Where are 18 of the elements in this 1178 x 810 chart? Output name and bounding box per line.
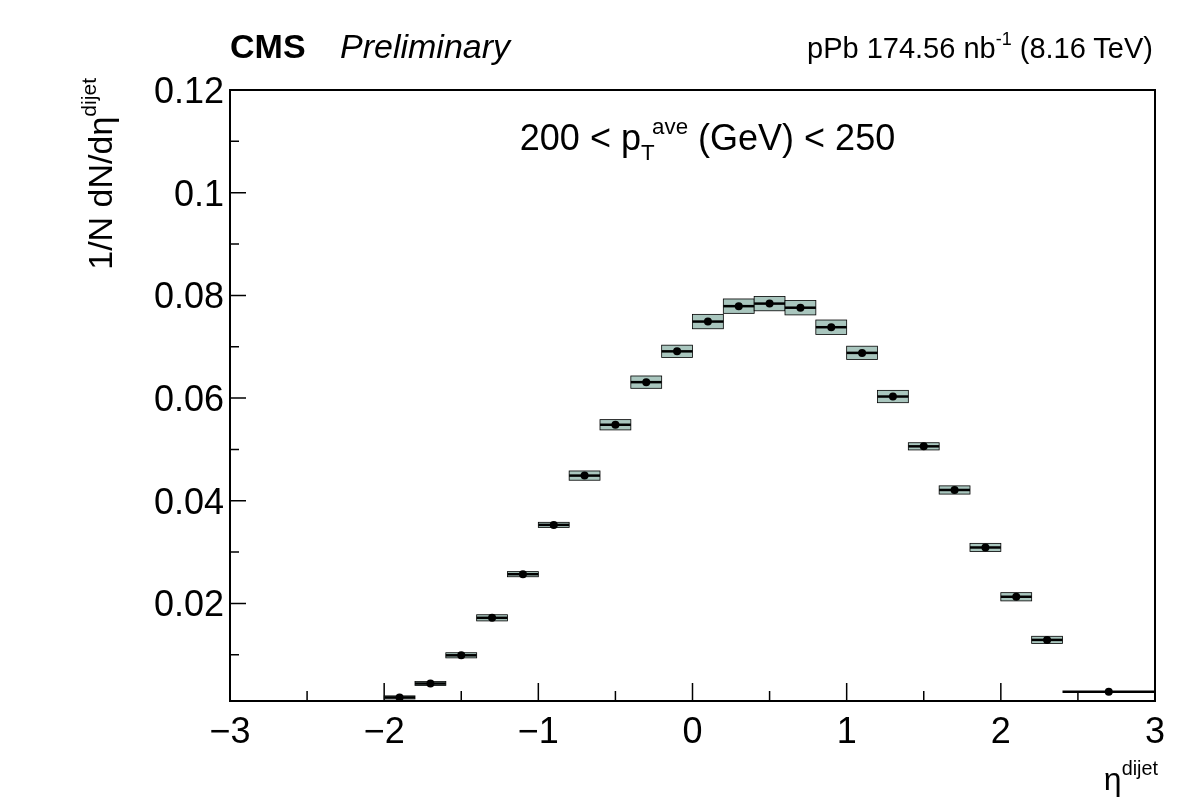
y-tick-label: 0.04: [153, 480, 224, 522]
annotation: 200 < p$_{T}$$^{ave}$ (GeV) < 250: [519, 113, 896, 165]
x-tick-label: −2: [363, 710, 405, 751]
text: pPb 174.56 nb$^{-1}$ (8.16 TeV): [807, 28, 1153, 64]
chart-title: CMS: [230, 27, 306, 65]
x-tick-label: 0: [682, 710, 703, 751]
x-tick-label: −3: [209, 710, 251, 751]
y-tick-label: 0.08: [153, 275, 224, 317]
x-axis-title: η$^{dijet}$: [1103, 757, 1159, 797]
x-tick-label: 3: [1144, 710, 1166, 751]
y-tick-label: 0.02: [153, 583, 224, 625]
y-tick-label: 0.12: [153, 70, 224, 111]
y-tick-label: 0.06: [153, 378, 224, 420]
x-tick-label: −1: [517, 710, 559, 751]
x-tick-label: 2: [990, 710, 1011, 751]
x-tick-label: 1: [836, 710, 857, 751]
chart-subtitle: Preliminary: [340, 27, 513, 65]
y-tick-label: 0.1: [173, 172, 224, 214]
